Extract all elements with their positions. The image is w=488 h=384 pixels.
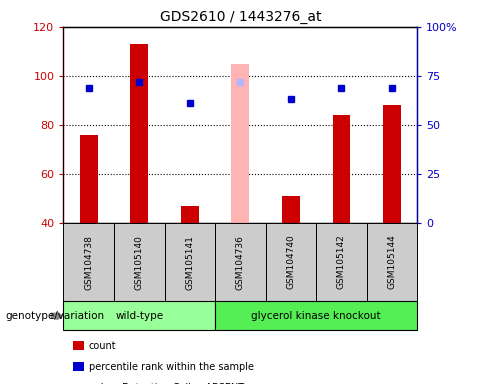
Text: wild-type: wild-type bbox=[115, 311, 163, 321]
Text: GSM104736: GSM104736 bbox=[236, 235, 245, 290]
Text: GSM105144: GSM105144 bbox=[387, 235, 396, 290]
Text: genotype/variation: genotype/variation bbox=[5, 311, 104, 321]
Bar bbox=[130, 44, 148, 223]
Text: percentile rank within the sample: percentile rank within the sample bbox=[89, 362, 254, 372]
Text: GSM104738: GSM104738 bbox=[84, 235, 93, 290]
Text: value, Detection Call = ABSENT: value, Detection Call = ABSENT bbox=[89, 383, 244, 384]
Bar bbox=[181, 205, 199, 223]
Title: GDS2610 / 1443276_at: GDS2610 / 1443276_at bbox=[160, 10, 321, 25]
Text: GSM105141: GSM105141 bbox=[185, 235, 194, 290]
Bar bbox=[333, 115, 350, 223]
Bar bbox=[383, 105, 401, 223]
Text: count: count bbox=[89, 341, 117, 351]
Bar bbox=[231, 64, 249, 223]
Text: GSM104740: GSM104740 bbox=[286, 235, 295, 290]
Bar bbox=[80, 134, 98, 223]
Text: glycerol kinase knockout: glycerol kinase knockout bbox=[251, 311, 381, 321]
Text: GSM105140: GSM105140 bbox=[135, 235, 144, 290]
Bar bbox=[282, 196, 300, 223]
Text: GSM105142: GSM105142 bbox=[337, 235, 346, 290]
